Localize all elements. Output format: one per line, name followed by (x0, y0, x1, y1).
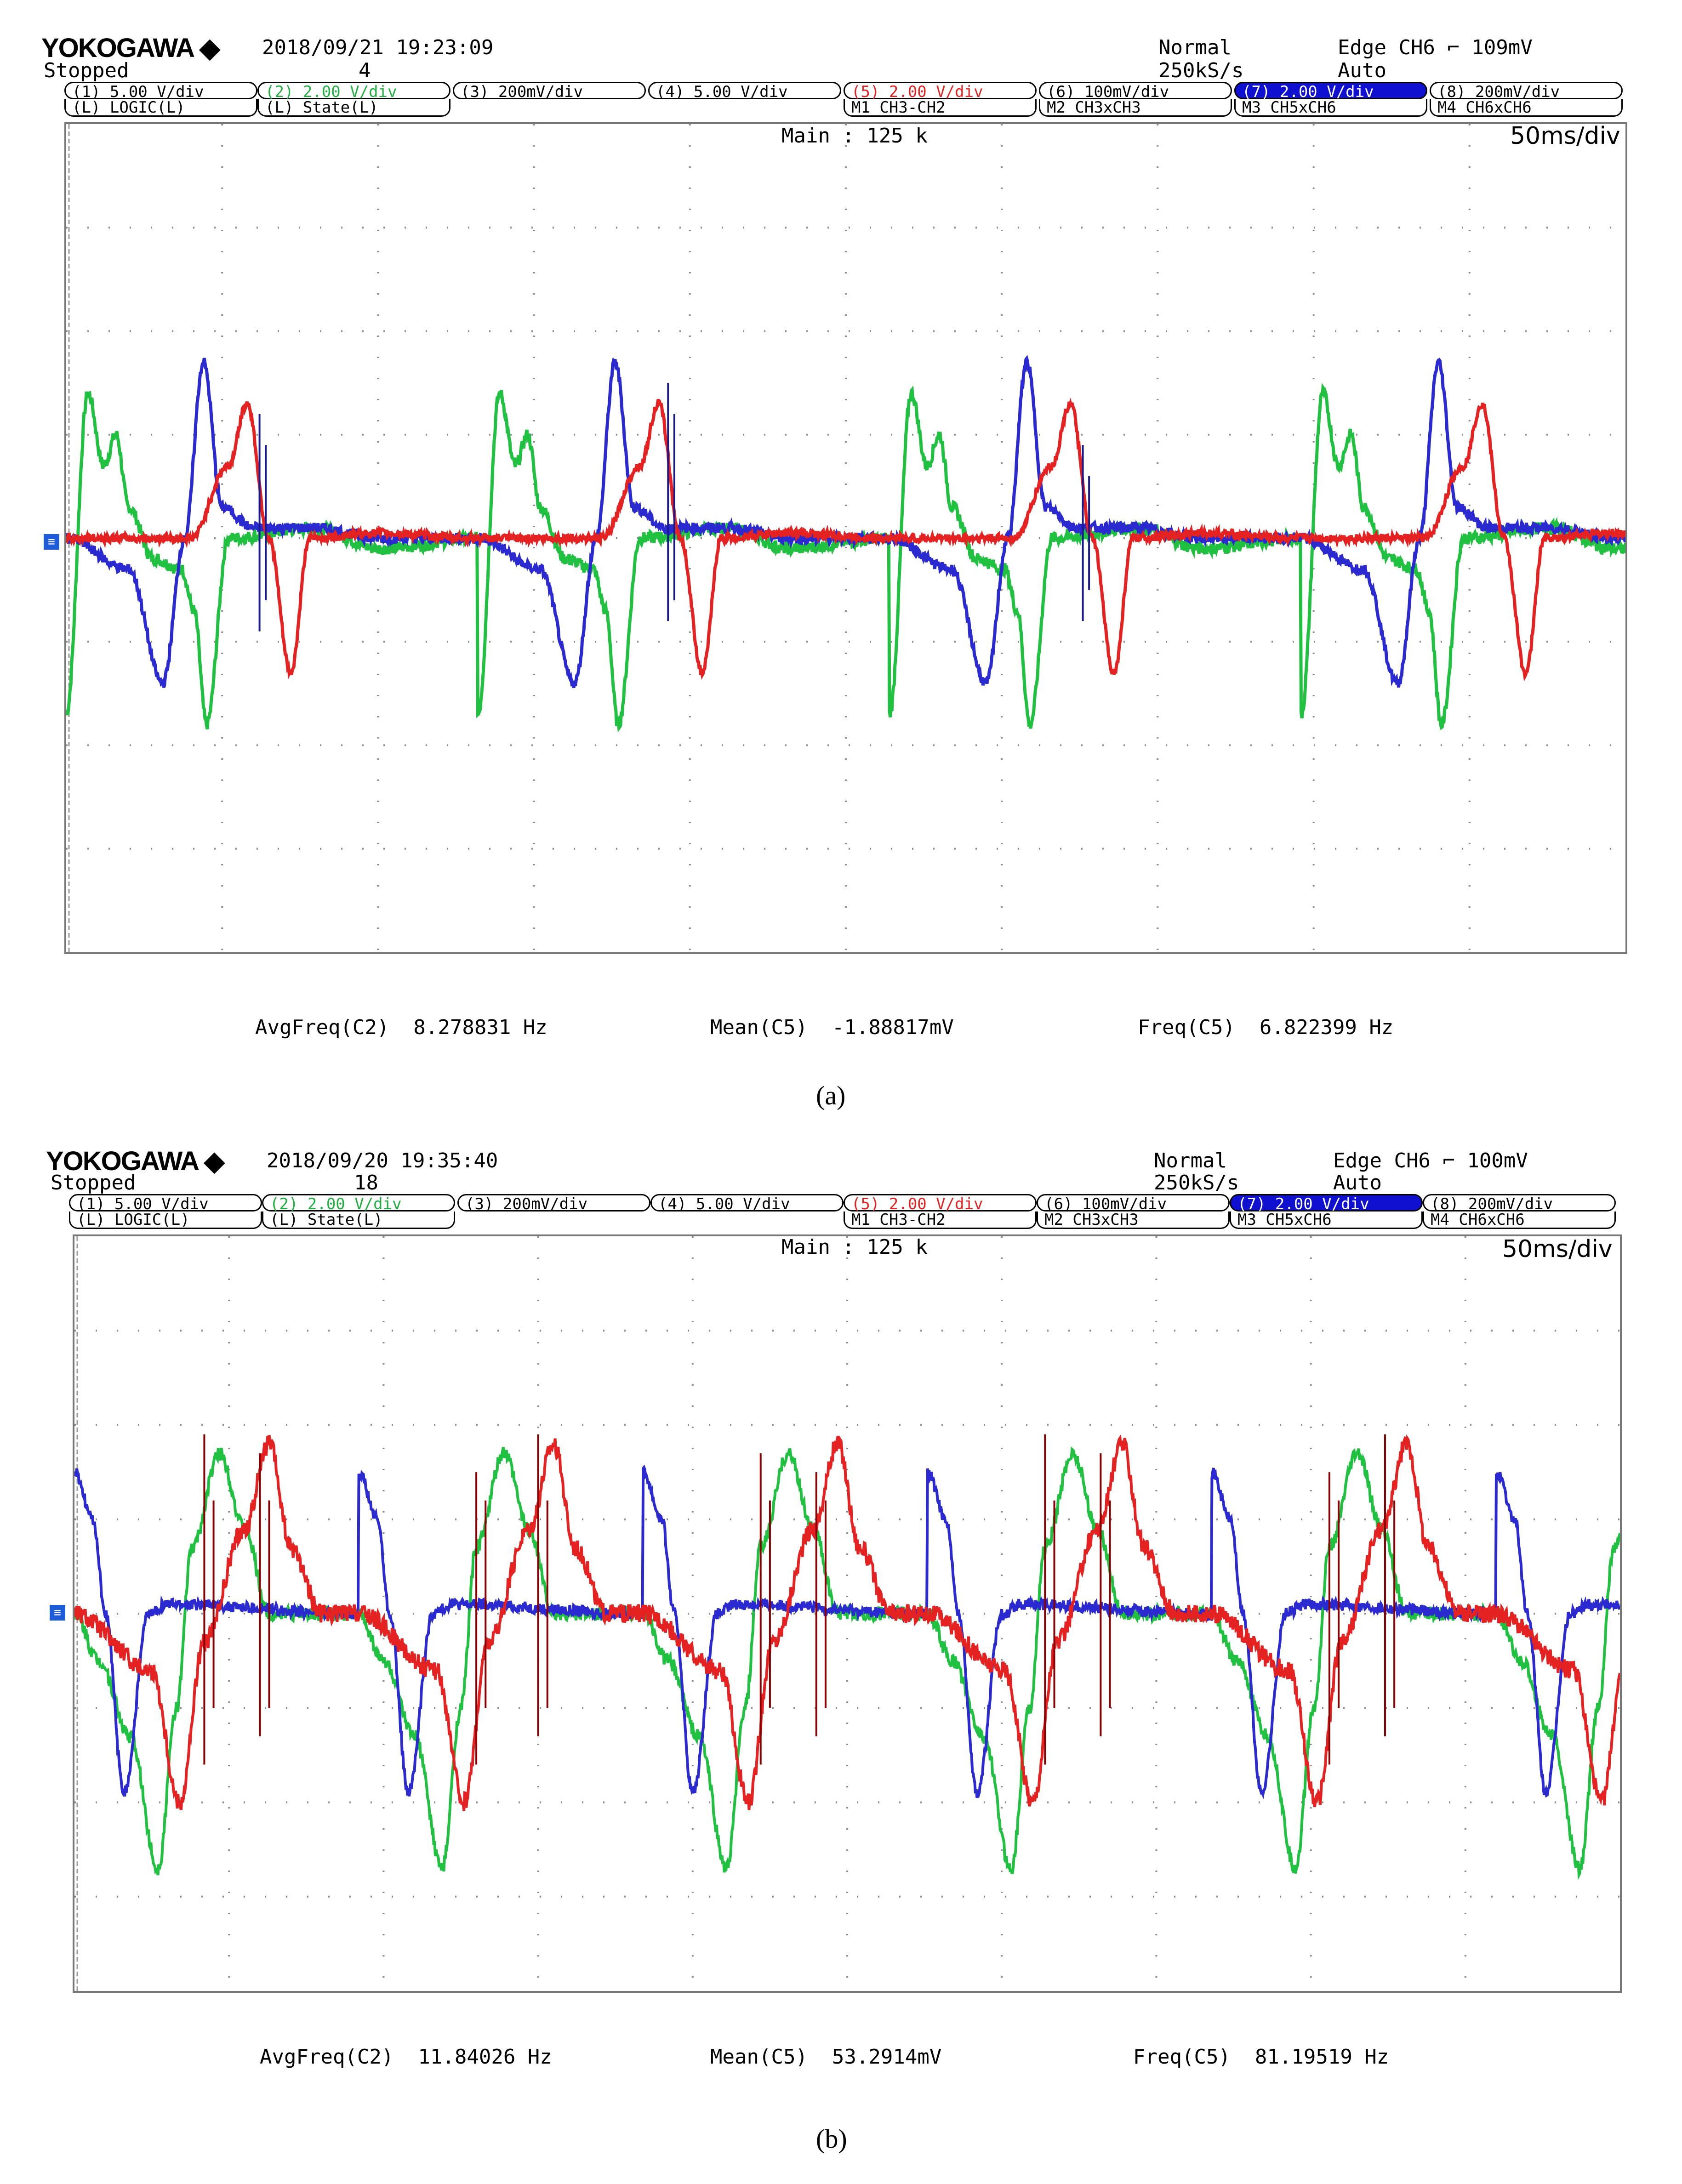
timebase: 50ms/div (1502, 1235, 1613, 1263)
trigger-mode: Auto (1333, 1171, 1382, 1194)
ground-marker-icon[interactable]: ≡ (44, 534, 59, 550)
waveform-grid[interactable] (73, 1234, 1622, 1993)
measurement-name: AvgFreq(C2) (260, 2045, 394, 2069)
sub-state: (L) State(L) (257, 99, 450, 117)
sub-math4: M4 CH6xCH6 (1430, 99, 1623, 117)
sub-math3: M3 CH5xCH6 (1234, 99, 1427, 117)
series-red-trace (66, 398, 1625, 682)
measurement-name: Freq(C5) (1133, 2045, 1231, 2069)
channel-8-chip[interactable]: (8) 200mV/div (1423, 1194, 1616, 1213)
trigger-setting: Edge CH6 ⌐ 100mV (1333, 1149, 1528, 1172)
channel-3-chip[interactable]: (3) 200mV/div (453, 82, 646, 101)
channel-2-chip[interactable]: (2) 2.00 V/div (262, 1194, 455, 1213)
measurement-value: 81.19519 Hz (1254, 2045, 1389, 2069)
measurement-name: Freq(C5) (1138, 1016, 1235, 1039)
channel-5-chip[interactable]: (5) 2.00 V/div (844, 82, 1037, 101)
measurement-avgfreq: AvgFreq(C2) 8.278831 Hz (255, 1016, 547, 1039)
measurement-value: 53.2914mV (832, 2045, 942, 2069)
datetime: 2018/09/20 19:35:40 (267, 1149, 498, 1172)
sub-math4: M4 CH6xCH6 (1423, 1211, 1616, 1229)
acq-mode: Normal (1154, 1149, 1227, 1172)
sub-math2: M2 CH3xCH3 (1037, 1211, 1230, 1229)
channel-1-chip[interactable]: (1) 5.00 V/div (64, 82, 257, 101)
spike-group (258, 383, 1090, 631)
sub-logic: (L) LOGIC(L) (69, 1211, 262, 1229)
acq-count: 18 (354, 1171, 378, 1194)
measurement-avgfreq: AvgFreq(C2) 11.84026 Hz (260, 2045, 552, 2069)
channel-8-chip[interactable]: (8) 200mV/div (1430, 82, 1623, 101)
sub-logic: (L) LOGIC(L) (64, 99, 257, 117)
channel-5-chip[interactable]: (5) 2.00 V/div (844, 1194, 1037, 1213)
status-text: Stopped (51, 1171, 136, 1194)
measurement-mean: Mean(C5) -1.88817mV (710, 1016, 954, 1039)
sub-math1: M1 CH3-CH2 (844, 1211, 1037, 1229)
measurement-value: 8.278831 Hz (413, 1016, 547, 1039)
ground-marker-icon[interactable]: ≡ (50, 1605, 65, 1621)
status-text: Stopped (44, 59, 129, 82)
channel-7-chip[interactable]: (7) 2.00 V/div (1230, 1194, 1423, 1213)
sample-rate: 250kS/s (1154, 1171, 1239, 1194)
measurement-value: -1.88817mV (832, 1016, 954, 1039)
sub-math2: M2 CH3xCH3 (1039, 99, 1232, 117)
channel-3-chip[interactable]: (3) 200mV/div (457, 1194, 650, 1213)
spike-group (203, 1434, 1396, 1765)
waveform-grid[interactable] (64, 122, 1627, 954)
measurement-name: AvgFreq(C2) (255, 1016, 389, 1039)
sample-rate: 250kS/s (1158, 59, 1244, 82)
channel-4-chip[interactable]: (4) 5.00 V/div (650, 1194, 844, 1213)
measurement-value: 6.822399 Hz (1259, 1016, 1394, 1039)
sub-state: (L) State(L) (262, 1211, 455, 1229)
channel-7-chip[interactable]: (7) 2.00 V/div (1234, 82, 1427, 101)
measurement-name: Mean(C5) (710, 1016, 808, 1039)
trigger-setting: Edge CH6 ⌐ 109mV (1338, 36, 1533, 59)
timebase: 50ms/div (1510, 122, 1620, 150)
brand-logo: YOKOGAWA ◆ (41, 33, 220, 63)
datetime: 2018/09/21 19:23:09 (262, 36, 494, 59)
measurement-mean: Mean(C5) 53.2914mV (710, 2045, 941, 2069)
measurement-freq: Freq(C5) 6.822399 Hz (1138, 1016, 1393, 1039)
waveform-svg (74, 1236, 1620, 1991)
measurement-name: Mean(C5) (710, 2045, 808, 2069)
channel-2-chip[interactable]: (2) 2.00 V/div (257, 82, 450, 101)
channel-1-chip[interactable]: (1) 5.00 V/div (69, 1194, 262, 1213)
figure-caption: (a) (816, 1081, 846, 1110)
figure-caption: (b) (816, 2124, 847, 2154)
sub-math3: M3 CH5xCH6 (1230, 1211, 1423, 1229)
trigger-mode: Auto (1338, 59, 1386, 82)
channel-6-chip[interactable]: (6) 100mV/div (1037, 1194, 1230, 1213)
main-label: Main : 125 k (781, 1235, 928, 1259)
scope-panel-a: YOKOGAWA ◆ 2018/09/21 19:23:09 Stopped 4… (41, 33, 1627, 1110)
main-label: Main : 125 k (781, 124, 928, 148)
sub-math1: M1 CH3-CH2 (844, 99, 1037, 117)
series-blue-trace (66, 355, 1625, 688)
measurement-freq: Freq(C5) 81.19519 Hz (1133, 2045, 1389, 2069)
waveform-svg (66, 124, 1625, 952)
channel-6-chip[interactable]: (6) 100mV/div (1039, 82, 1232, 101)
brand-logo: YOKOGAWA ◆ (46, 1146, 225, 1176)
acq-mode: Normal (1158, 36, 1232, 59)
channel-4-chip[interactable]: (4) 5.00 V/div (648, 82, 841, 101)
measurement-value: 11.84026 Hz (418, 2045, 552, 2069)
series-red-trace (74, 1434, 1620, 1811)
scope-panel-b: YOKOGAWA ◆ 2018/09/20 19:35:40 Stopped 1… (0, 1112, 1682, 2184)
acq-count: 4 (359, 59, 371, 82)
